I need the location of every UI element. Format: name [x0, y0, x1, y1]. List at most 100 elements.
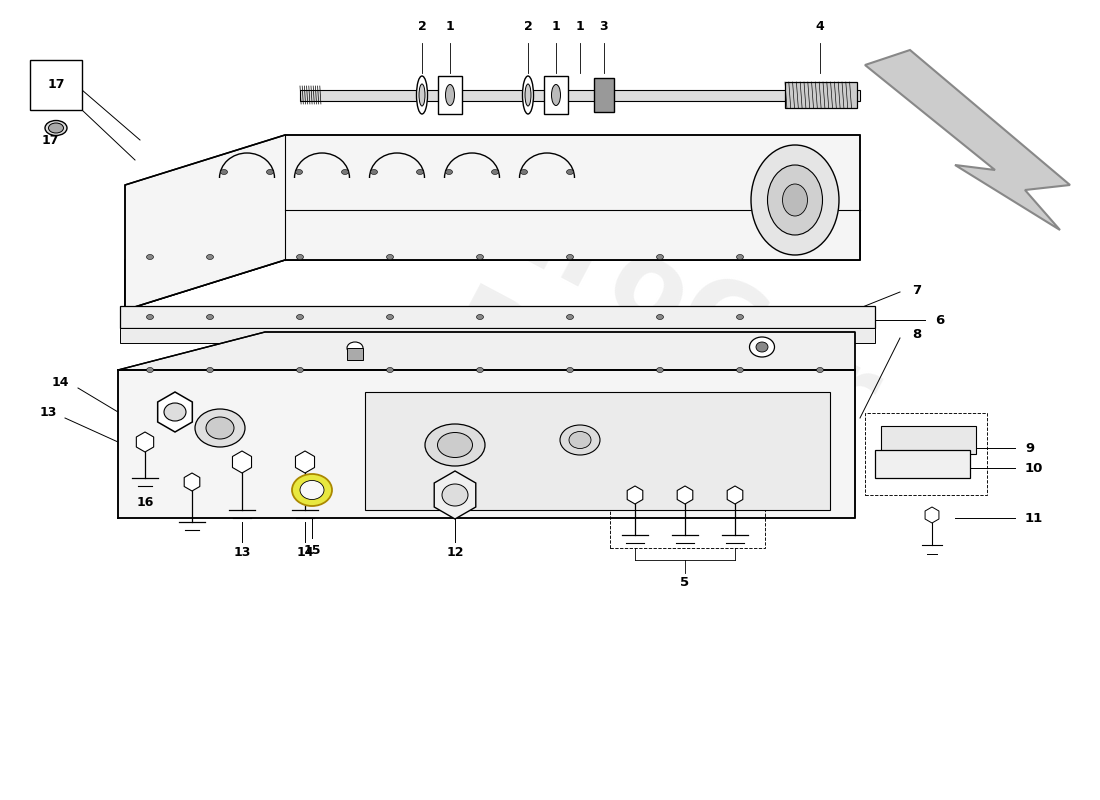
Text: 2: 2: [524, 20, 532, 33]
Text: 12: 12: [447, 546, 464, 559]
Ellipse shape: [782, 184, 807, 216]
Ellipse shape: [749, 337, 774, 357]
Text: 3: 3: [600, 20, 608, 33]
Polygon shape: [118, 332, 855, 370]
Text: 13: 13: [233, 546, 251, 559]
Ellipse shape: [569, 431, 591, 449]
Ellipse shape: [657, 254, 663, 259]
Ellipse shape: [476, 314, 484, 319]
Polygon shape: [125, 210, 860, 260]
Ellipse shape: [220, 170, 228, 174]
Polygon shape: [125, 135, 860, 310]
Text: 8: 8: [912, 329, 921, 342]
Text: 4: 4: [815, 20, 824, 33]
Ellipse shape: [266, 170, 274, 174]
Text: 2: 2: [418, 20, 427, 33]
Text: 17: 17: [42, 134, 58, 146]
Ellipse shape: [737, 314, 744, 319]
Ellipse shape: [341, 170, 349, 174]
Ellipse shape: [566, 314, 573, 319]
FancyBboxPatch shape: [874, 450, 970, 478]
Ellipse shape: [446, 170, 452, 174]
Text: 1: 1: [551, 20, 560, 33]
Ellipse shape: [207, 254, 213, 259]
Ellipse shape: [816, 367, 824, 373]
Text: 5: 5: [681, 577, 690, 590]
Text: a passion for parts since 1985: a passion for parts since 1985: [374, 427, 686, 513]
Ellipse shape: [446, 85, 454, 106]
Text: 14: 14: [296, 546, 314, 559]
Text: 14: 14: [52, 375, 68, 389]
Ellipse shape: [566, 367, 573, 373]
Ellipse shape: [164, 403, 186, 421]
Text: 9: 9: [1025, 442, 1034, 454]
Polygon shape: [125, 210, 285, 310]
Ellipse shape: [297, 367, 304, 373]
Ellipse shape: [525, 84, 531, 106]
FancyBboxPatch shape: [785, 82, 857, 108]
Ellipse shape: [371, 170, 377, 174]
Ellipse shape: [566, 170, 573, 174]
Ellipse shape: [756, 342, 768, 352]
FancyBboxPatch shape: [120, 328, 874, 343]
Ellipse shape: [296, 170, 303, 174]
FancyBboxPatch shape: [365, 392, 830, 510]
FancyBboxPatch shape: [881, 426, 976, 454]
Ellipse shape: [476, 367, 484, 373]
Ellipse shape: [48, 123, 64, 133]
Ellipse shape: [207, 367, 213, 373]
FancyBboxPatch shape: [120, 306, 874, 328]
Text: 11: 11: [1025, 511, 1043, 525]
FancyBboxPatch shape: [346, 348, 363, 360]
Ellipse shape: [146, 314, 154, 319]
Ellipse shape: [737, 367, 744, 373]
Ellipse shape: [657, 314, 663, 319]
Ellipse shape: [417, 76, 428, 114]
FancyBboxPatch shape: [594, 78, 614, 112]
Text: 13: 13: [40, 406, 57, 418]
Ellipse shape: [297, 254, 304, 259]
Ellipse shape: [425, 424, 485, 466]
Ellipse shape: [520, 170, 528, 174]
Ellipse shape: [768, 165, 823, 235]
Ellipse shape: [476, 254, 484, 259]
Ellipse shape: [419, 84, 425, 106]
Text: 7: 7: [912, 283, 921, 297]
Text: 1: 1: [575, 20, 584, 33]
Polygon shape: [118, 370, 855, 518]
Ellipse shape: [292, 474, 332, 506]
Ellipse shape: [386, 254, 394, 259]
Ellipse shape: [386, 314, 394, 319]
FancyBboxPatch shape: [544, 76, 568, 114]
Ellipse shape: [206, 417, 234, 439]
Ellipse shape: [492, 170, 498, 174]
Ellipse shape: [657, 367, 663, 373]
Text: 17: 17: [47, 78, 65, 91]
Ellipse shape: [146, 254, 154, 259]
Text: 16: 16: [136, 495, 154, 509]
Ellipse shape: [417, 170, 424, 174]
Ellipse shape: [297, 314, 304, 319]
Text: 10: 10: [1025, 462, 1044, 474]
Ellipse shape: [551, 85, 561, 106]
Ellipse shape: [195, 409, 245, 447]
Ellipse shape: [146, 367, 154, 373]
Ellipse shape: [438, 433, 473, 458]
Text: 15: 15: [304, 543, 321, 557]
Ellipse shape: [737, 254, 744, 259]
Ellipse shape: [751, 145, 839, 255]
Ellipse shape: [386, 367, 394, 373]
Ellipse shape: [300, 481, 324, 499]
Ellipse shape: [45, 121, 67, 135]
Text: 1: 1: [446, 20, 454, 33]
Text: 6: 6: [935, 314, 944, 326]
FancyBboxPatch shape: [438, 76, 462, 114]
Ellipse shape: [566, 254, 573, 259]
Ellipse shape: [442, 484, 468, 506]
Polygon shape: [865, 50, 1070, 230]
FancyBboxPatch shape: [300, 90, 860, 101]
Ellipse shape: [346, 342, 363, 354]
Text: EuroCar
Parts: EuroCar Parts: [346, 131, 894, 569]
Ellipse shape: [207, 314, 213, 319]
Ellipse shape: [560, 425, 600, 455]
